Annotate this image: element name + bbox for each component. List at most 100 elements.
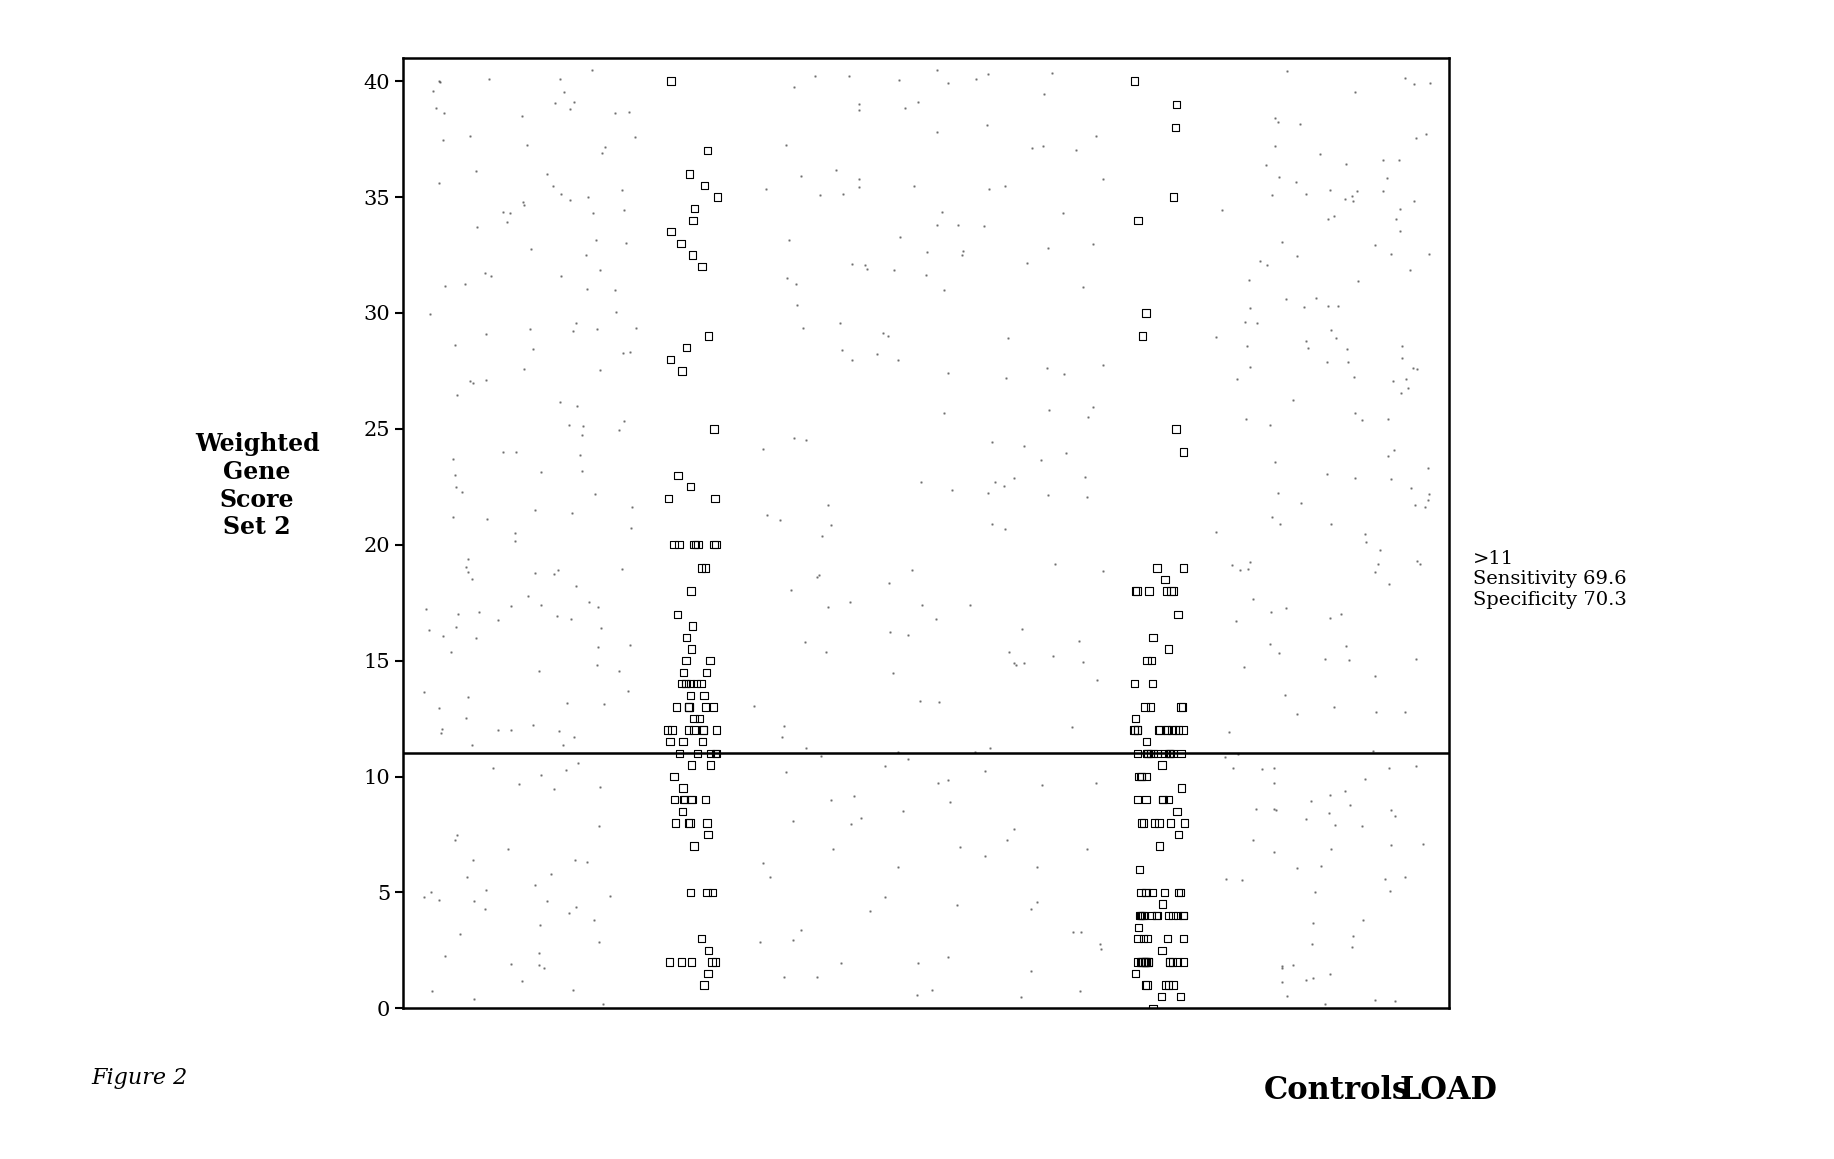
Point xyxy=(693,883,723,902)
Point xyxy=(1137,883,1166,902)
Point xyxy=(1126,906,1155,925)
Point xyxy=(690,721,719,739)
Point xyxy=(679,709,708,728)
Point xyxy=(1148,941,1177,960)
Point xyxy=(1132,976,1161,994)
Text: Controls: Controls xyxy=(1264,1074,1410,1106)
Point xyxy=(702,188,732,206)
Point xyxy=(1159,906,1188,925)
Point xyxy=(702,721,732,739)
Point xyxy=(1132,790,1161,809)
Point xyxy=(1155,582,1185,600)
Point xyxy=(690,976,719,994)
Point xyxy=(671,628,701,647)
Point xyxy=(1126,953,1155,971)
Point xyxy=(669,790,699,809)
Text: >11
Sensitivity 69.6
Specificity 70.3: >11 Sensitivity 69.6 Specificity 70.3 xyxy=(1473,549,1627,610)
Point xyxy=(669,663,699,681)
Point xyxy=(679,617,708,635)
Point xyxy=(668,732,697,751)
Point xyxy=(1139,744,1168,763)
Point xyxy=(1137,675,1166,693)
Point xyxy=(677,640,706,658)
Point xyxy=(1126,814,1155,832)
Point xyxy=(1121,675,1150,693)
Point xyxy=(693,141,723,160)
Point xyxy=(1121,964,1150,983)
Point xyxy=(1130,814,1159,832)
Point xyxy=(699,535,728,554)
Point xyxy=(1143,744,1172,763)
Point xyxy=(1135,698,1165,716)
Point xyxy=(1155,953,1185,971)
Point xyxy=(664,744,693,763)
Point xyxy=(664,466,693,484)
Point xyxy=(1148,756,1177,774)
Point xyxy=(1163,906,1192,925)
Point xyxy=(679,535,708,554)
Point xyxy=(1132,953,1161,971)
Point xyxy=(1143,906,1172,925)
Point xyxy=(1121,582,1150,600)
Point xyxy=(699,420,728,438)
Point xyxy=(1128,327,1157,345)
Point xyxy=(702,744,732,763)
Point xyxy=(675,478,704,496)
Point xyxy=(1159,188,1188,206)
Point xyxy=(690,176,719,195)
Point xyxy=(1137,906,1166,925)
Point xyxy=(1154,976,1183,994)
Point xyxy=(1154,640,1183,658)
Point xyxy=(1152,930,1181,948)
Point xyxy=(653,489,682,508)
Point xyxy=(1155,744,1185,763)
Point xyxy=(1166,883,1196,902)
Point xyxy=(701,489,730,508)
Point xyxy=(1163,953,1192,971)
Point xyxy=(693,327,723,345)
Point xyxy=(1132,976,1161,994)
Point xyxy=(1135,744,1165,763)
Point xyxy=(657,350,686,369)
Point xyxy=(1168,443,1198,461)
Point xyxy=(1126,767,1155,786)
Point xyxy=(664,535,693,554)
Point xyxy=(1150,570,1179,589)
Point xyxy=(1122,744,1152,763)
Point xyxy=(691,790,721,809)
Point xyxy=(1132,304,1161,322)
Point xyxy=(1119,721,1148,739)
Point xyxy=(1132,883,1161,902)
Point xyxy=(1122,211,1152,229)
Point xyxy=(682,675,712,693)
Point xyxy=(1144,721,1174,739)
Point xyxy=(1144,814,1174,832)
Point xyxy=(1128,953,1157,971)
Point xyxy=(1133,930,1163,948)
Point xyxy=(666,234,695,253)
Point xyxy=(1168,930,1198,948)
Point xyxy=(668,953,697,971)
Point xyxy=(653,721,682,739)
Point xyxy=(1121,709,1150,728)
Point xyxy=(693,964,723,983)
Point xyxy=(1161,95,1190,114)
Point xyxy=(1155,953,1185,971)
Point xyxy=(691,559,721,577)
Point xyxy=(655,732,684,751)
Point xyxy=(1141,814,1170,832)
Point xyxy=(1132,651,1161,670)
Text: LOAD: LOAD xyxy=(1399,1074,1498,1106)
Point xyxy=(675,698,704,716)
Point xyxy=(673,721,702,739)
Point xyxy=(677,582,706,600)
Point xyxy=(1122,721,1152,739)
Point xyxy=(691,698,721,716)
Point xyxy=(1159,582,1188,600)
Point xyxy=(660,814,690,832)
Point xyxy=(675,675,704,693)
Point xyxy=(693,941,723,960)
Point xyxy=(1126,906,1155,925)
Point xyxy=(677,883,706,902)
Point xyxy=(1161,118,1190,137)
